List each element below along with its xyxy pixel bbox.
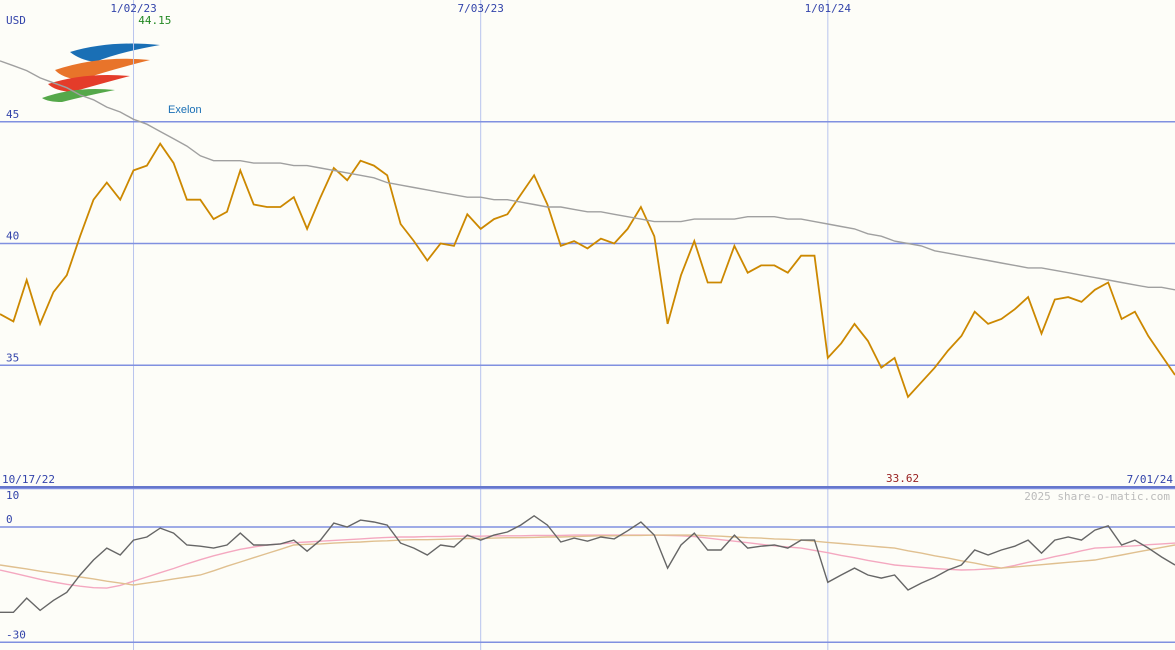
series-line [0, 142, 1175, 399]
x-tick-label: 1/01/24 [805, 2, 852, 15]
y-tick-label: 40 [6, 230, 19, 243]
x-tick-label: 7/01/24 [1127, 473, 1174, 486]
logo-swoosh [70, 43, 160, 62]
y-tick-label: 0 [6, 513, 13, 526]
series-line [0, 534, 1175, 586]
currency-label: USD [6, 14, 26, 27]
series-line [0, 534, 1175, 589]
logo: Exelon [42, 43, 202, 116]
logo-swoosh [48, 75, 130, 92]
series-line [0, 514, 1175, 613]
y-tick-label: 10 [6, 489, 19, 502]
logo-swoosh [42, 89, 115, 102]
x-tick-label: 10/17/22 [2, 473, 55, 486]
y-tick-label: 45 [6, 108, 19, 121]
high-label: 44.15 [138, 14, 171, 27]
y-tick-label: -30 [6, 628, 26, 641]
y-tick-label: 35 [6, 351, 19, 364]
low-label: 33.62 [886, 472, 919, 485]
series-line [0, 60, 1175, 291]
x-tick-label: 7/03/23 [458, 2, 504, 15]
watermark: 2025 share-o-matic.com [1024, 490, 1170, 503]
x-tick-label: 1/02/23 [110, 2, 156, 15]
logo-text: Exelon [168, 104, 202, 116]
logo-swoosh [55, 58, 150, 80]
